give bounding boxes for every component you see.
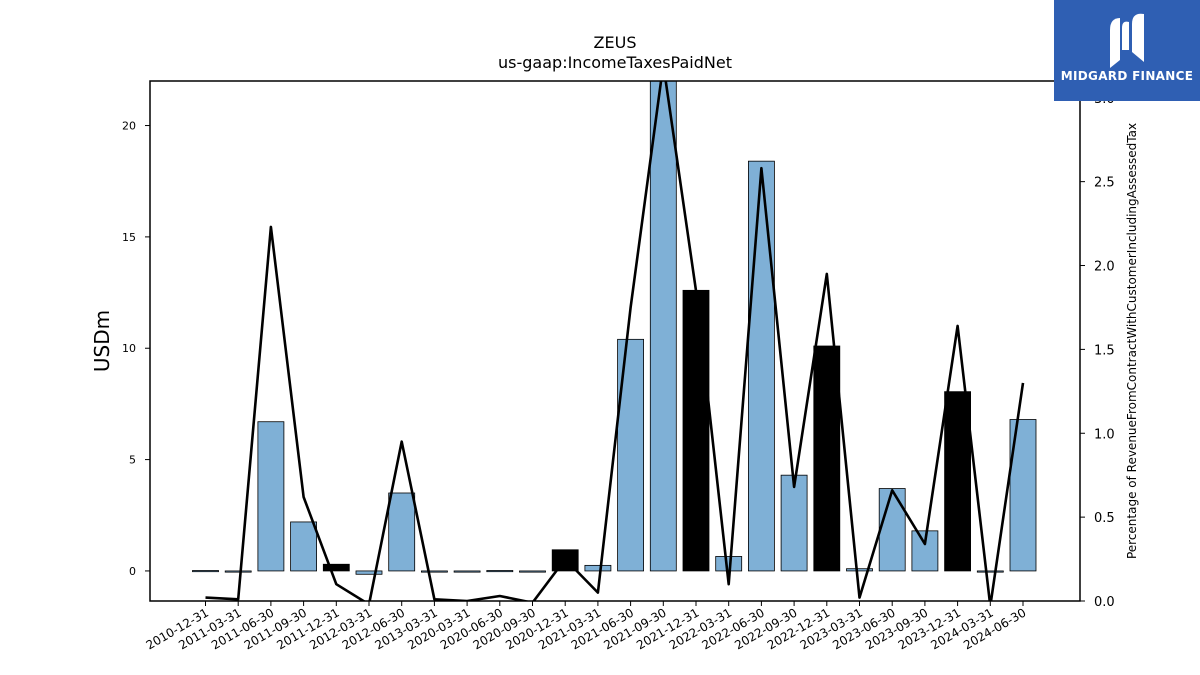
bar bbox=[486, 570, 514, 573]
bar bbox=[290, 521, 318, 572]
y2-tick-label: 2.0 bbox=[1094, 260, 1115, 275]
bar bbox=[846, 568, 873, 572]
bar bbox=[224, 570, 252, 573]
bar bbox=[813, 345, 841, 572]
y2-tick-label: 0.5 bbox=[1094, 511, 1115, 526]
y2-tick-label: 2.5 bbox=[1094, 176, 1115, 191]
bar bbox=[617, 338, 644, 572]
bar bbox=[453, 570, 481, 573]
logo-text: MIDGARD FINANCE bbox=[1060, 69, 1194, 83]
bar bbox=[748, 160, 775, 572]
y2-tick-label: 1.5 bbox=[1094, 343, 1115, 358]
chart-title: ZEUS bbox=[594, 33, 637, 52]
bar bbox=[420, 570, 448, 573]
y-tick-label: 20 bbox=[122, 120, 136, 133]
y-tick-label: 0 bbox=[129, 565, 136, 578]
y2-axis-label: Percentage of RevenueFromContractWithCus… bbox=[1125, 123, 1139, 559]
bar bbox=[584, 564, 612, 572]
logo-icon bbox=[1110, 13, 1144, 68]
bar bbox=[682, 289, 710, 572]
chart-subtitle: us-gaap:IncomeTaxesPaidNet bbox=[498, 53, 732, 72]
bar bbox=[780, 474, 808, 572]
y-tick-label: 10 bbox=[122, 342, 136, 355]
bar bbox=[944, 391, 971, 572]
bar bbox=[911, 530, 939, 572]
bar bbox=[519, 570, 546, 573]
bar bbox=[355, 570, 383, 575]
plot-frame bbox=[149, 80, 1081, 602]
y-tick-label: 15 bbox=[122, 231, 136, 244]
y2-tick-label: 1.0 bbox=[1094, 427, 1115, 442]
bar bbox=[976, 570, 1004, 573]
y-axis-label: USDm bbox=[90, 310, 114, 372]
bar bbox=[322, 563, 350, 572]
series-line bbox=[205, 81, 1025, 601]
bar bbox=[649, 81, 677, 572]
logo: MIDGARD FINANCE bbox=[1054, 0, 1200, 101]
bar bbox=[388, 492, 416, 572]
y-tick-label: 5 bbox=[129, 454, 136, 467]
bar bbox=[878, 488, 906, 572]
bar bbox=[257, 421, 285, 572]
bar bbox=[192, 570, 219, 573]
y2-tick-label: 0.0 bbox=[1094, 595, 1115, 610]
